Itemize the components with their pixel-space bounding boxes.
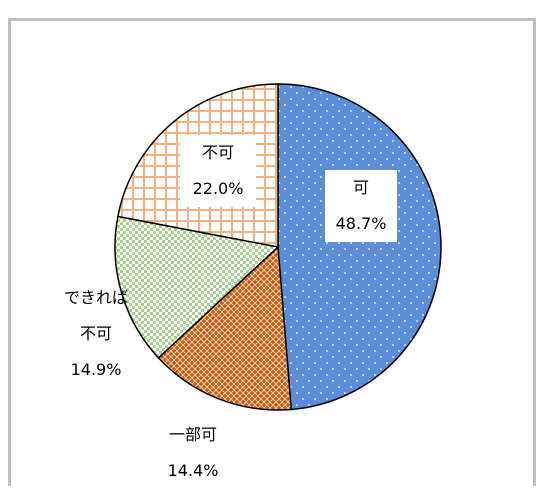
value-label: 14.4% [167,461,219,480]
frame [8,18,536,486]
category-label: できれば不可 [63,288,128,343]
pie-slice [157,245,293,411]
slice-label: 不可 22.0% [180,135,256,207]
slice-label: 可 48.7% [325,170,397,242]
slice-label: できれば不可 14.9% [62,280,130,388]
pie-slice [277,83,442,411]
category-label: 不可 [201,143,234,162]
category-label: 一部可 [168,425,217,444]
value-label: 22.0% [192,179,244,198]
value-label: 48.7% [335,214,387,233]
category-label: 可 [352,178,369,197]
slice-label: 一部可 14.4% [155,417,231,489]
pie-slice [114,215,280,359]
value-label: 14.9% [70,360,122,379]
